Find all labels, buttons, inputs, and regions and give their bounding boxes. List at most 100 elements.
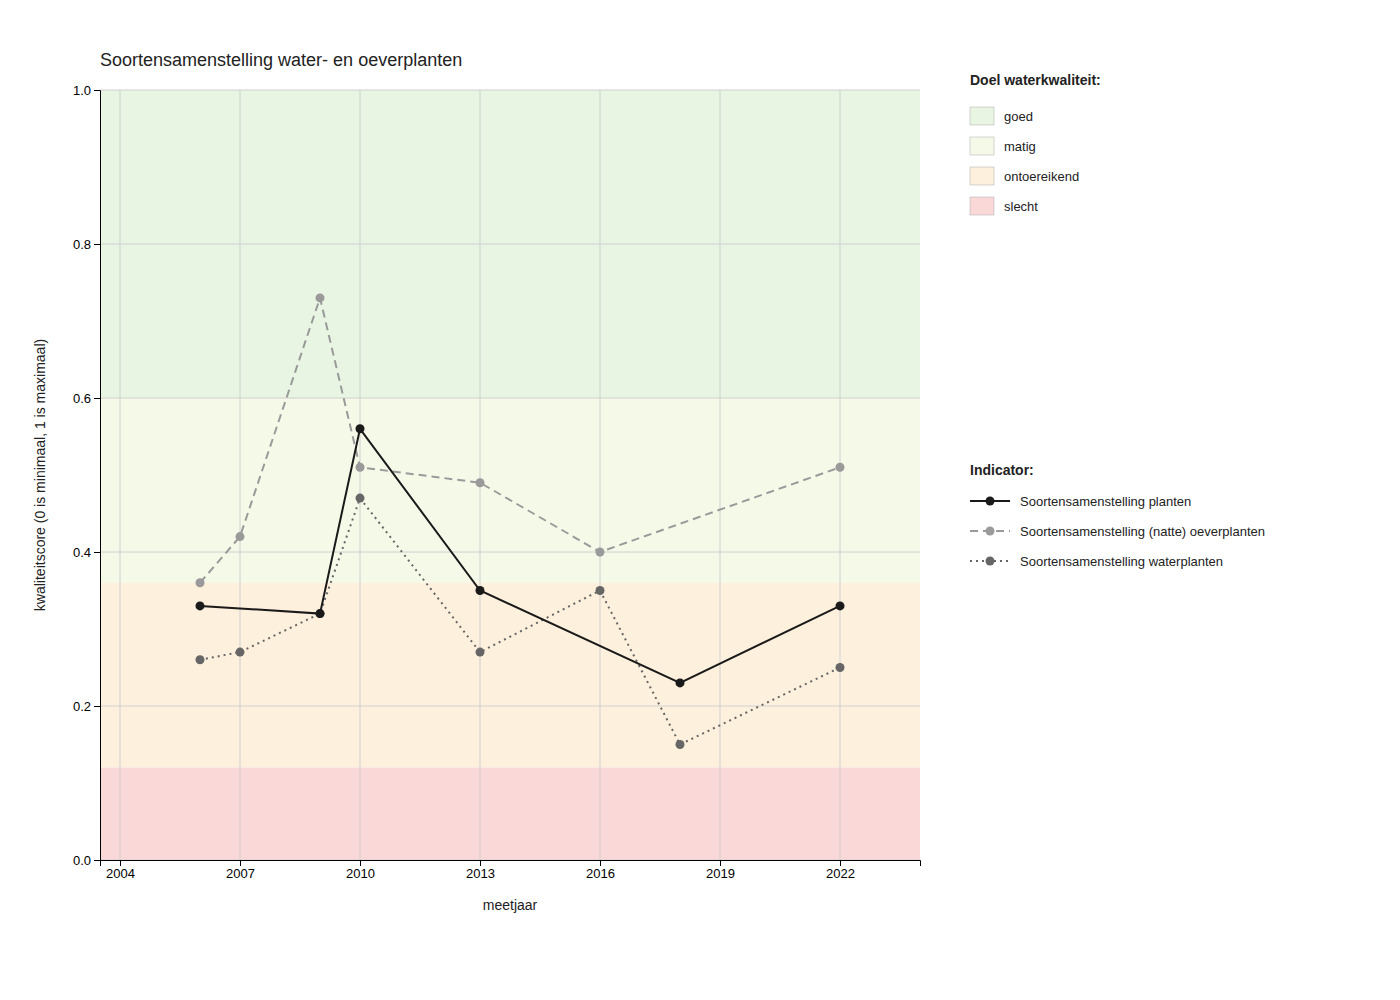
point — [236, 648, 245, 657]
legend-swatch — [970, 167, 994, 185]
legend-title: Indicator: — [970, 462, 1034, 478]
legend-item: Soortensamenstelling (natte) oeverplante… — [970, 524, 1265, 539]
point — [316, 293, 325, 302]
axis-line — [94, 91, 101, 861]
legend-label: Soortensamenstelling planten — [1020, 494, 1191, 509]
tick-mark — [240, 860, 241, 866]
tick-label: 0.2 — [73, 699, 91, 714]
tick-mark — [94, 244, 100, 245]
tick-label: 0.8 — [73, 237, 91, 252]
tick-mark — [94, 398, 100, 399]
point — [476, 586, 485, 595]
legend-marker — [986, 557, 995, 566]
point — [476, 478, 485, 487]
tick: 2016 — [586, 860, 615, 881]
legend-marker — [986, 497, 995, 506]
legend-item: Soortensamenstelling planten — [970, 494, 1191, 509]
tick-mark — [360, 860, 361, 866]
tick: 2022 — [826, 860, 855, 881]
tick-label: 2007 — [226, 866, 255, 881]
tick-mark — [480, 860, 481, 866]
tick-mark — [600, 860, 601, 866]
point — [596, 586, 605, 595]
grid-line — [100, 90, 920, 91]
grid-line — [240, 90, 241, 860]
tick: 0.4 — [73, 545, 100, 560]
point — [596, 548, 605, 557]
tick: 1.0 — [73, 83, 100, 98]
grid — [100, 90, 920, 860]
tick: 2007 — [226, 860, 255, 881]
point — [836, 463, 845, 472]
grid-line — [600, 90, 601, 860]
legend-label: slecht — [1004, 199, 1038, 214]
title: Soortensamenstelling water- en oeverplan… — [100, 50, 462, 70]
grid-line — [480, 90, 481, 860]
tick: 0.2 — [73, 699, 100, 714]
grid-line — [100, 552, 920, 553]
tick-label: 1.0 — [73, 83, 91, 98]
point — [316, 609, 325, 618]
tick-label: 2022 — [826, 866, 855, 881]
grid-line — [100, 398, 920, 399]
point — [356, 494, 365, 503]
line — [200, 298, 840, 583]
x-axis: 2004 2007 2010 2013 2016 2019 2022 — [101, 860, 921, 881]
line — [200, 498, 840, 744]
legend-marker — [986, 527, 995, 536]
tick: 0.6 — [73, 391, 100, 406]
band — [100, 768, 920, 860]
tick-label: 0.4 — [73, 545, 91, 560]
point — [196, 578, 205, 587]
tick-mark — [94, 706, 100, 707]
x-axis-title: meetjaar — [483, 897, 538, 913]
y-axis-title: kwaliteitscore (0 is minimaal, 1 is maxi… — [32, 339, 48, 611]
legend-label: Soortensamenstelling waterplanten — [1020, 554, 1223, 569]
plot: 2004 2007 2010 2013 2016 2019 2022 0.0 0.2 0.4 0.6… — [73, 83, 921, 882]
tick-mark — [94, 90, 100, 91]
tick: 2019 — [706, 860, 735, 881]
legend-item: matig — [970, 137, 1036, 155]
point — [836, 663, 845, 672]
grid-line — [360, 90, 361, 860]
grid-line — [720, 90, 721, 860]
axis-line — [101, 861, 921, 867]
legend-label: goed — [1004, 109, 1033, 124]
tick: 2004 — [106, 860, 135, 881]
legend-item: goed — [970, 107, 1033, 125]
tick-mark — [840, 860, 841, 866]
tick: 2013 — [466, 860, 495, 881]
tick: 0.0 — [73, 853, 100, 868]
legend-title: Doel waterkwaliteit: — [970, 72, 1101, 88]
tick-label: 2013 — [466, 866, 495, 881]
point — [316, 609, 325, 618]
tick: 2010 — [346, 860, 375, 881]
tick-label: 0.6 — [73, 391, 91, 406]
legend: Doel waterkwaliteit: goed matig ontoereiken… — [970, 72, 1101, 215]
point — [676, 678, 685, 687]
legend-label: ontoereikend — [1004, 169, 1079, 184]
chart: 2004 2007 2010 2013 2016 2019 2022 0.0 0.2 0.4 0.6… — [0, 0, 1400, 1000]
tick-mark — [94, 552, 100, 553]
legend-label: Soortensamenstelling (natte) oeverplante… — [1020, 524, 1265, 539]
legend-item: Soortensamenstelling waterplanten — [970, 554, 1223, 569]
point — [676, 740, 685, 749]
tick-label: 2016 — [586, 866, 615, 881]
grid-line — [840, 90, 841, 860]
legend: Indicator: Soortensamenstelling planten So… — [970, 462, 1265, 569]
legend-label: matig — [1004, 139, 1036, 154]
grid-line — [100, 706, 920, 707]
band — [100, 398, 920, 583]
tick-mark — [120, 860, 121, 866]
grid-line — [120, 90, 121, 860]
legend-swatch — [970, 107, 994, 125]
legend-swatch — [970, 137, 994, 155]
tick-label: 2004 — [106, 866, 135, 881]
point — [356, 463, 365, 472]
legend-item: slecht — [970, 197, 1038, 215]
point — [476, 648, 485, 657]
band — [100, 90, 920, 398]
grid-line — [100, 244, 920, 245]
point — [356, 424, 365, 433]
tick: 0.8 — [73, 237, 100, 252]
